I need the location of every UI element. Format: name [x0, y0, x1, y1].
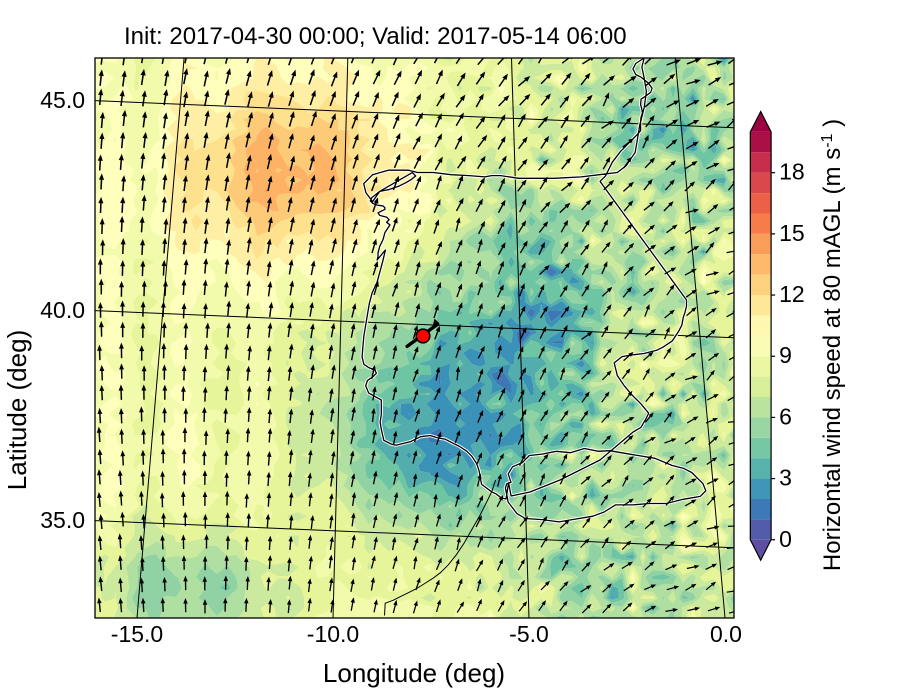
svg-text:Horizontal wind speed at 80 mA: Horizontal wind speed at 80 mAGL (m s-1 …	[819, 119, 846, 571]
svg-text:12: 12	[779, 281, 805, 307]
svg-text:-15.0: -15.0	[111, 621, 163, 647]
svg-text:40.0: 40.0	[40, 297, 85, 323]
svg-text:15: 15	[779, 220, 805, 246]
svg-text:-10.0: -10.0	[307, 621, 359, 647]
svg-text:9: 9	[779, 342, 792, 368]
svg-text:6: 6	[779, 403, 792, 429]
svg-text:0.0: 0.0	[710, 621, 742, 647]
svg-text:-5.0: -5.0	[509, 621, 549, 647]
svg-text:3: 3	[779, 465, 792, 491]
svg-text:35.0: 35.0	[40, 507, 85, 533]
svg-text:45.0: 45.0	[40, 87, 85, 113]
svg-text:Init: 2017-04-30 00:00; Valid:: Init: 2017-04-30 00:00; Valid: 2017-05-1…	[124, 23, 627, 50]
svg-text:Latitude (deg): Latitude (deg)	[2, 330, 32, 490]
svg-text:18: 18	[779, 159, 805, 185]
svg-text:Longitude (deg): Longitude (deg)	[323, 658, 505, 688]
svg-text:0: 0	[779, 526, 792, 552]
